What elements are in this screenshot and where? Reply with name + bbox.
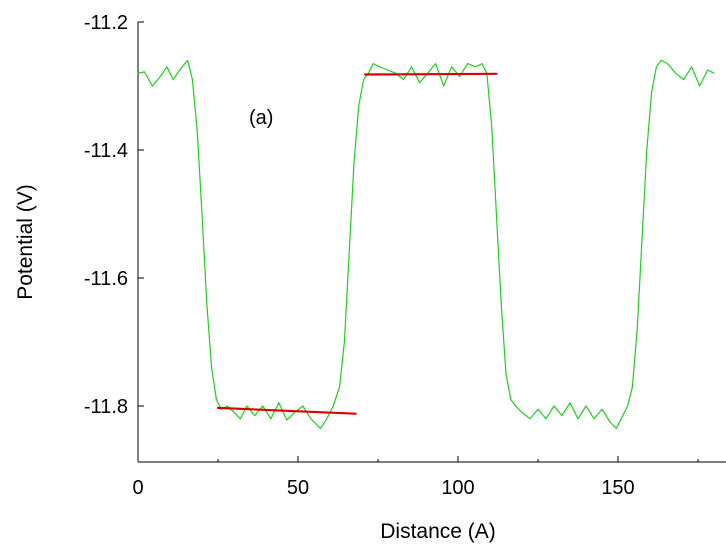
x-tick-label: 50 [287,477,309,499]
y-axis-label: Potential (V) [14,184,37,300]
x-axis-label: Distance (A) [380,520,496,543]
potential-series-line [137,59,715,429]
x-tick-label: 100 [441,477,474,499]
panel-annotation: (a) [249,107,273,129]
y-tick-label: -11.4 [84,140,128,162]
y-tick-label: -11.2 [84,12,128,34]
y-tick-label: -11.6 [84,268,128,290]
y-ticks: -11.2 -11.4 -11.6 -11.8 [84,12,144,418]
y-tick-label: -11.8 [84,396,128,418]
x-ticks: 0 50 100 150 [132,456,699,499]
x-tick-label: 150 [601,477,634,499]
plot-area [137,22,726,463]
fit-line-1 [216,406,357,415]
x-tick-label: 0 [132,477,143,499]
series-layer [137,59,715,429]
fit-line-2 [364,72,498,76]
